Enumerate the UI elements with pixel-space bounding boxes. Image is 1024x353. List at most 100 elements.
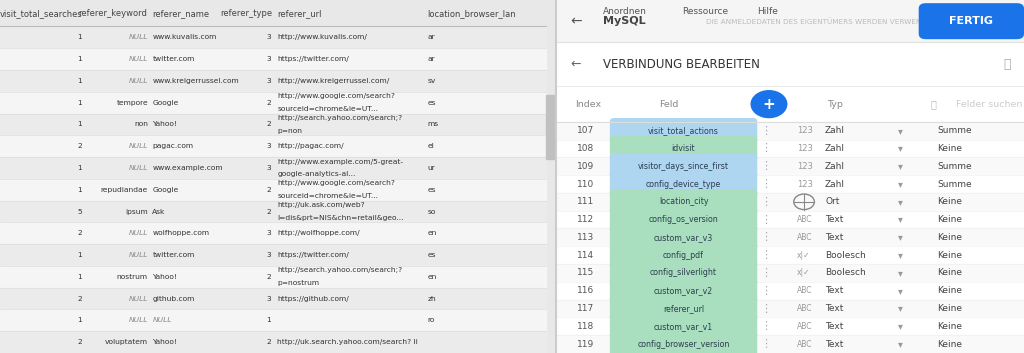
Text: 3: 3 [266,143,270,149]
Text: Keine: Keine [937,215,963,224]
FancyBboxPatch shape [610,260,758,286]
Bar [0,114,546,135]
Text: http://wolfhoppe.com/: http://wolfhoppe.com/ [278,230,360,236]
Text: ABC: ABC [797,215,812,224]
Text: http://uk.ask.com/web?: http://uk.ask.com/web? [278,202,366,208]
Text: NULL: NULL [129,165,147,171]
Text: http://pagac.com/: http://pagac.com/ [278,143,344,149]
Bar [556,300,1024,317]
Text: 2: 2 [266,274,270,280]
Text: https://twitter.com/: https://twitter.com/ [278,56,349,62]
Text: sourceid=chrome&ie=UT...: sourceid=chrome&ie=UT... [278,106,379,112]
Text: twitter.com: twitter.com [153,56,195,62]
Text: 3: 3 [266,78,270,84]
Text: http://www.example.com/5-great-: http://www.example.com/5-great- [278,158,403,164]
Text: ⋮: ⋮ [760,321,771,331]
Text: NULL: NULL [129,56,147,62]
Text: 3: 3 [266,230,270,236]
Text: pagac.com: pagac.com [153,143,194,149]
Text: custom_var_v1: custom_var_v1 [654,322,713,331]
Text: 2: 2 [77,230,82,236]
Bar [0,70,546,92]
Text: config_silverlight: config_silverlight [650,269,717,277]
Text: Yahoo!: Yahoo! [153,274,177,280]
Text: http://www.kreigerrussel.com/: http://www.kreigerrussel.com/ [278,78,390,84]
Bar [0,179,546,201]
Text: Text: Text [825,304,844,313]
Text: 109: 109 [578,162,594,171]
Text: ▾: ▾ [898,143,902,154]
Text: Zahl: Zahl [825,162,845,171]
Text: config_os_version: config_os_version [648,215,719,224]
Text: ar: ar [428,34,435,40]
Text: Hilfe: Hilfe [758,7,778,16]
Text: referer_keyword: referer_keyword [78,9,146,18]
Text: config_pdf: config_pdf [664,251,705,260]
Text: 1: 1 [77,252,82,258]
Text: sv: sv [428,78,436,84]
Bar [556,282,1024,300]
Text: 110: 110 [578,180,594,189]
Text: Text: Text [825,286,844,295]
Text: 2: 2 [266,209,270,215]
Text: Summe: Summe [937,180,972,189]
Text: nostrum: nostrum [117,274,147,280]
Text: 2: 2 [266,121,270,127]
Text: en: en [428,230,437,236]
Text: Zahl: Zahl [825,126,845,135]
Text: config_device_type: config_device_type [646,180,721,189]
Text: 1: 1 [77,121,82,127]
Text: es: es [428,187,436,193]
Text: NULL: NULL [153,317,172,323]
Text: zh: zh [428,295,436,301]
Text: MySQL: MySQL [603,16,645,26]
Text: http://search.yahoo.com/search;?: http://search.yahoo.com/search;? [278,268,402,274]
Text: referer_type: referer_type [220,9,272,18]
Text: NULL: NULL [129,78,147,84]
Text: ⋮: ⋮ [760,179,771,189]
Text: DIE ANMELDEDATEN DES EIGENTÜMERS WERDEN VERWENDET: DIE ANMELDEDATEN DES EIGENTÜMERS WERDEN … [706,18,936,25]
Text: 1: 1 [77,165,82,171]
Text: so: so [428,209,436,215]
Text: 2: 2 [77,143,82,149]
Text: 108: 108 [578,144,594,153]
Text: http://www.kuvalis.com/: http://www.kuvalis.com/ [278,34,368,40]
Text: Index: Index [574,100,601,109]
Bar [0,244,546,266]
Text: ←: ← [570,14,582,28]
Text: Ask: Ask [153,209,166,215]
Text: ABC: ABC [797,340,812,349]
Text: tempore: tempore [117,100,147,106]
Text: Text: Text [825,215,844,224]
Bar [556,335,1024,353]
Text: Felder suchen: Felder suchen [956,100,1023,109]
Circle shape [752,91,786,118]
Bar [556,0,1024,42]
Bar [0,135,546,157]
Text: Google: Google [153,100,178,106]
Text: Text: Text [825,233,844,242]
Text: visit_total_searches: visit_total_searches [0,9,83,18]
Bar [556,264,1024,282]
Text: config_browser_version: config_browser_version [637,340,730,349]
Text: 123: 123 [797,126,813,135]
Text: FERTIG: FERTIG [949,16,993,26]
Text: +: + [763,97,775,112]
Bar [556,193,1024,211]
Text: Google: Google [153,187,178,193]
Text: http://www.google.com/search?: http://www.google.com/search? [278,180,395,186]
Text: ▾: ▾ [898,321,902,331]
Text: www.kuvalis.com: www.kuvalis.com [153,34,217,40]
Text: ▾: ▾ [898,179,902,189]
Text: ABC: ABC [797,304,812,313]
Bar [556,228,1024,246]
Text: NULL: NULL [129,252,147,258]
FancyBboxPatch shape [610,189,758,215]
Text: 116: 116 [578,286,594,295]
Text: Feld: Feld [659,100,678,109]
Text: ⋮: ⋮ [760,215,771,225]
Text: NULL: NULL [129,295,147,301]
Bar [0,201,546,222]
Bar [556,317,1024,335]
Text: Ort: Ort [825,197,840,206]
